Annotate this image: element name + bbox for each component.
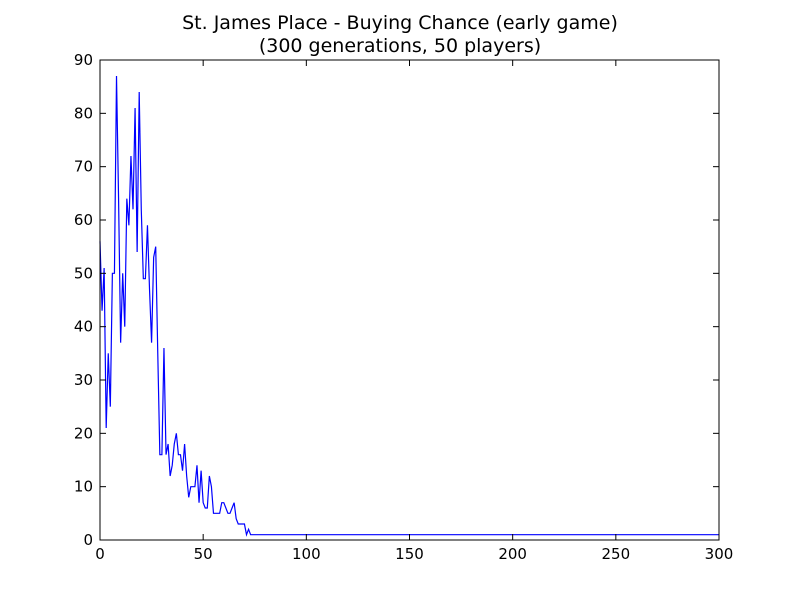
y-tick-label: 40 xyxy=(74,318,93,336)
y-tick-label: 30 xyxy=(74,371,93,389)
y-tick-label: 20 xyxy=(74,424,93,442)
y-tick-label: 50 xyxy=(74,264,93,282)
y-tick-label: 60 xyxy=(74,211,93,229)
y-tick-label: 0 xyxy=(83,531,93,549)
y-tick-label: 80 xyxy=(74,104,93,122)
y-tick-label: 90 xyxy=(74,51,93,69)
plot-frame xyxy=(99,59,720,541)
x-tick-label: 150 xyxy=(395,545,424,563)
x-tick-label: 50 xyxy=(194,545,213,563)
x-tick-label: 250 xyxy=(602,545,631,563)
y-tick-label: 10 xyxy=(74,478,93,496)
x-tick-label: 200 xyxy=(498,545,527,563)
y-tick-label: 70 xyxy=(74,158,93,176)
x-tick-label: 100 xyxy=(292,545,321,563)
chart-title: St. James Place - Buying Chance (early g… xyxy=(182,12,618,34)
x-tick-label: 0 xyxy=(95,545,105,563)
x-tick-label: 300 xyxy=(705,545,734,563)
series-line xyxy=(99,75,719,537)
chart-subtitle: (300 generations, 50 players) xyxy=(258,35,542,57)
